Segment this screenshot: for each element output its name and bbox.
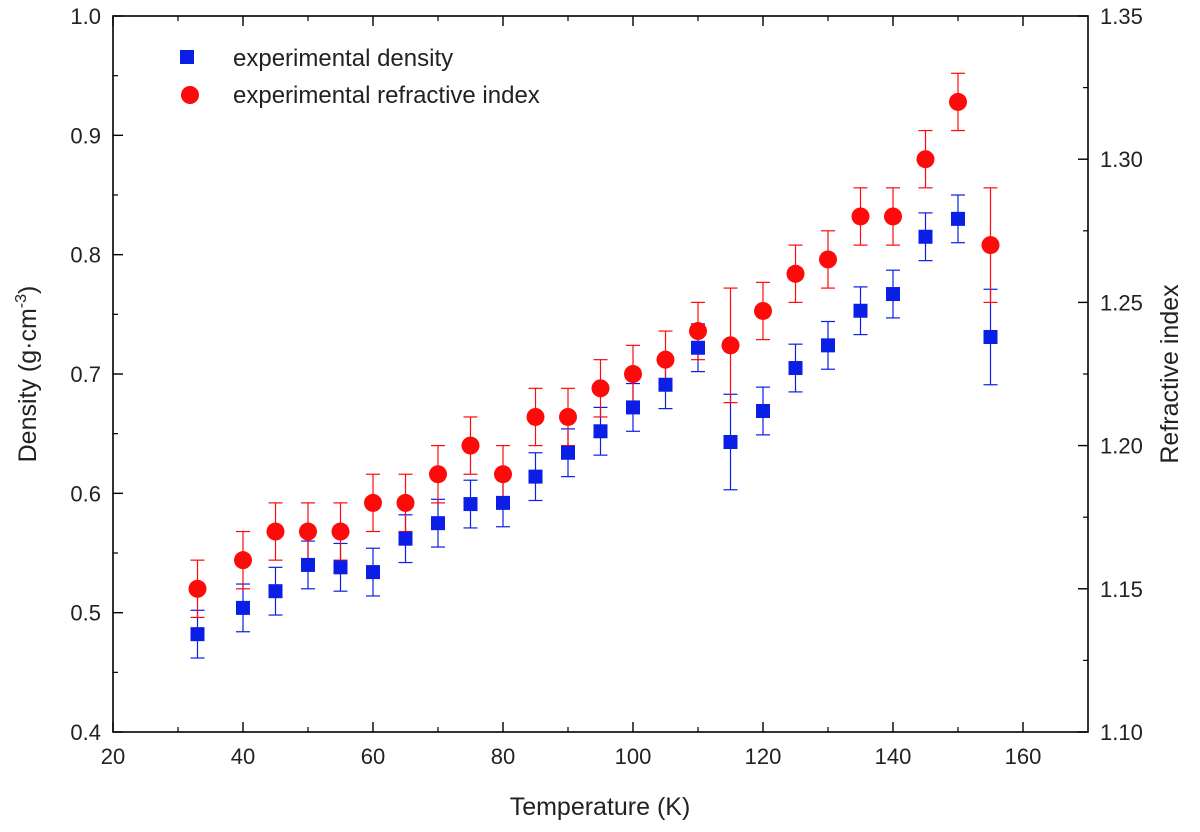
point-density xyxy=(691,340,705,355)
tick-marks xyxy=(112,15,1088,733)
point-refractive-index xyxy=(526,407,545,426)
point-refractive-index xyxy=(299,522,317,541)
point-refractive-index xyxy=(981,236,1000,255)
y-left-tick-label: 0.8 xyxy=(70,243,101,268)
y-right-tick-label: 1.25 xyxy=(1100,290,1143,315)
point-refractive-index xyxy=(234,551,252,570)
legend-marker-refractive-index xyxy=(181,86,199,104)
point-refractive-index xyxy=(188,579,207,598)
point-refractive-index xyxy=(754,301,772,320)
point-density xyxy=(398,531,413,546)
point-density xyxy=(496,495,510,510)
point-density xyxy=(951,211,965,226)
y-left-tick-label: 0.5 xyxy=(70,601,101,626)
point-refractive-index xyxy=(429,465,447,484)
y-left-tick-label: 1.0 xyxy=(70,4,101,29)
x-tick-label: 60 xyxy=(361,744,385,769)
point-density xyxy=(268,584,283,599)
y-left-tick-label: 0.9 xyxy=(70,123,101,148)
point-refractive-index xyxy=(916,150,935,169)
y-right-tick-label: 1.20 xyxy=(1100,434,1143,459)
plot-area-frame xyxy=(112,15,1089,733)
point-density xyxy=(658,377,673,392)
y-left-tick-label: 0.7 xyxy=(70,362,101,387)
point-density xyxy=(918,229,933,244)
point-density xyxy=(723,435,738,450)
point-density xyxy=(528,469,543,484)
point-refractive-index xyxy=(461,436,480,455)
x-tick-label: 100 xyxy=(615,744,652,769)
legend-label-density: experimental density xyxy=(233,45,453,72)
point-density xyxy=(983,330,998,345)
y-left-tick-label: 0.6 xyxy=(70,481,101,506)
x-tick-label: 20 xyxy=(101,744,125,769)
point-density xyxy=(366,565,380,580)
point-refractive-index xyxy=(851,207,870,226)
x-tick-label: 140 xyxy=(875,744,912,769)
point-density xyxy=(333,560,348,575)
point-refractive-index xyxy=(624,365,642,383)
point-density xyxy=(821,338,835,353)
point-density xyxy=(236,600,250,615)
y-left-axis-title: Density (g·cm-3) xyxy=(13,286,42,463)
point-density xyxy=(301,557,315,572)
y-left-axis-title-base: Density (g·cm xyxy=(14,308,42,462)
point-density xyxy=(463,497,478,512)
legend-label-refractive-index: experimental refractive index xyxy=(233,82,540,109)
y-right-tick-label: 1.10 xyxy=(1100,720,1143,745)
x-tick-label: 40 xyxy=(231,744,255,769)
point-density xyxy=(886,287,900,302)
x-tick-label: 80 xyxy=(491,744,515,769)
point-refractive-index xyxy=(884,207,902,226)
x-tick-label: 120 xyxy=(745,744,782,769)
y-left-tick-label: 0.4 xyxy=(70,720,101,745)
point-refractive-index xyxy=(949,92,967,111)
point-refractive-index xyxy=(559,407,577,426)
y-left-axis-title-sup: -3 xyxy=(13,294,30,308)
y-right-tick-label: 1.15 xyxy=(1100,577,1143,602)
point-density xyxy=(190,627,205,642)
point-refractive-index xyxy=(266,522,285,541)
x-tick-label: 160 xyxy=(1005,744,1042,769)
point-density xyxy=(853,303,868,318)
point-density xyxy=(788,361,803,376)
legend: experimental density experimental refrac… xyxy=(180,45,540,109)
point-refractive-index xyxy=(656,350,675,369)
tick-labels: 20 40 60 80 100 120 140 160 0.4 0.5 0.6 0.7 0.8 0.9 1.… xyxy=(70,4,1142,769)
data-markers xyxy=(188,92,1000,642)
point-density xyxy=(561,445,575,460)
point-refractive-index xyxy=(819,250,837,269)
point-density xyxy=(431,516,445,531)
x-axis-title: Temperature (K) xyxy=(510,793,691,821)
y-left-axis-title-close: ) xyxy=(14,286,42,294)
y-right-axis-title: Refractive index xyxy=(1156,284,1184,464)
point-refractive-index xyxy=(494,465,512,484)
point-refractive-index xyxy=(786,264,805,283)
y-right-tick-label: 1.35 xyxy=(1100,4,1143,29)
point-refractive-index xyxy=(364,493,382,512)
legend-marker-density xyxy=(180,50,194,64)
y-right-tick-label: 1.30 xyxy=(1100,147,1143,172)
point-refractive-index xyxy=(331,522,350,541)
point-density xyxy=(626,400,640,415)
point-refractive-index xyxy=(591,379,610,398)
point-density xyxy=(593,424,608,439)
point-refractive-index xyxy=(689,322,707,341)
point-density xyxy=(756,403,770,418)
point-refractive-index xyxy=(721,336,740,355)
point-refractive-index xyxy=(396,493,415,512)
